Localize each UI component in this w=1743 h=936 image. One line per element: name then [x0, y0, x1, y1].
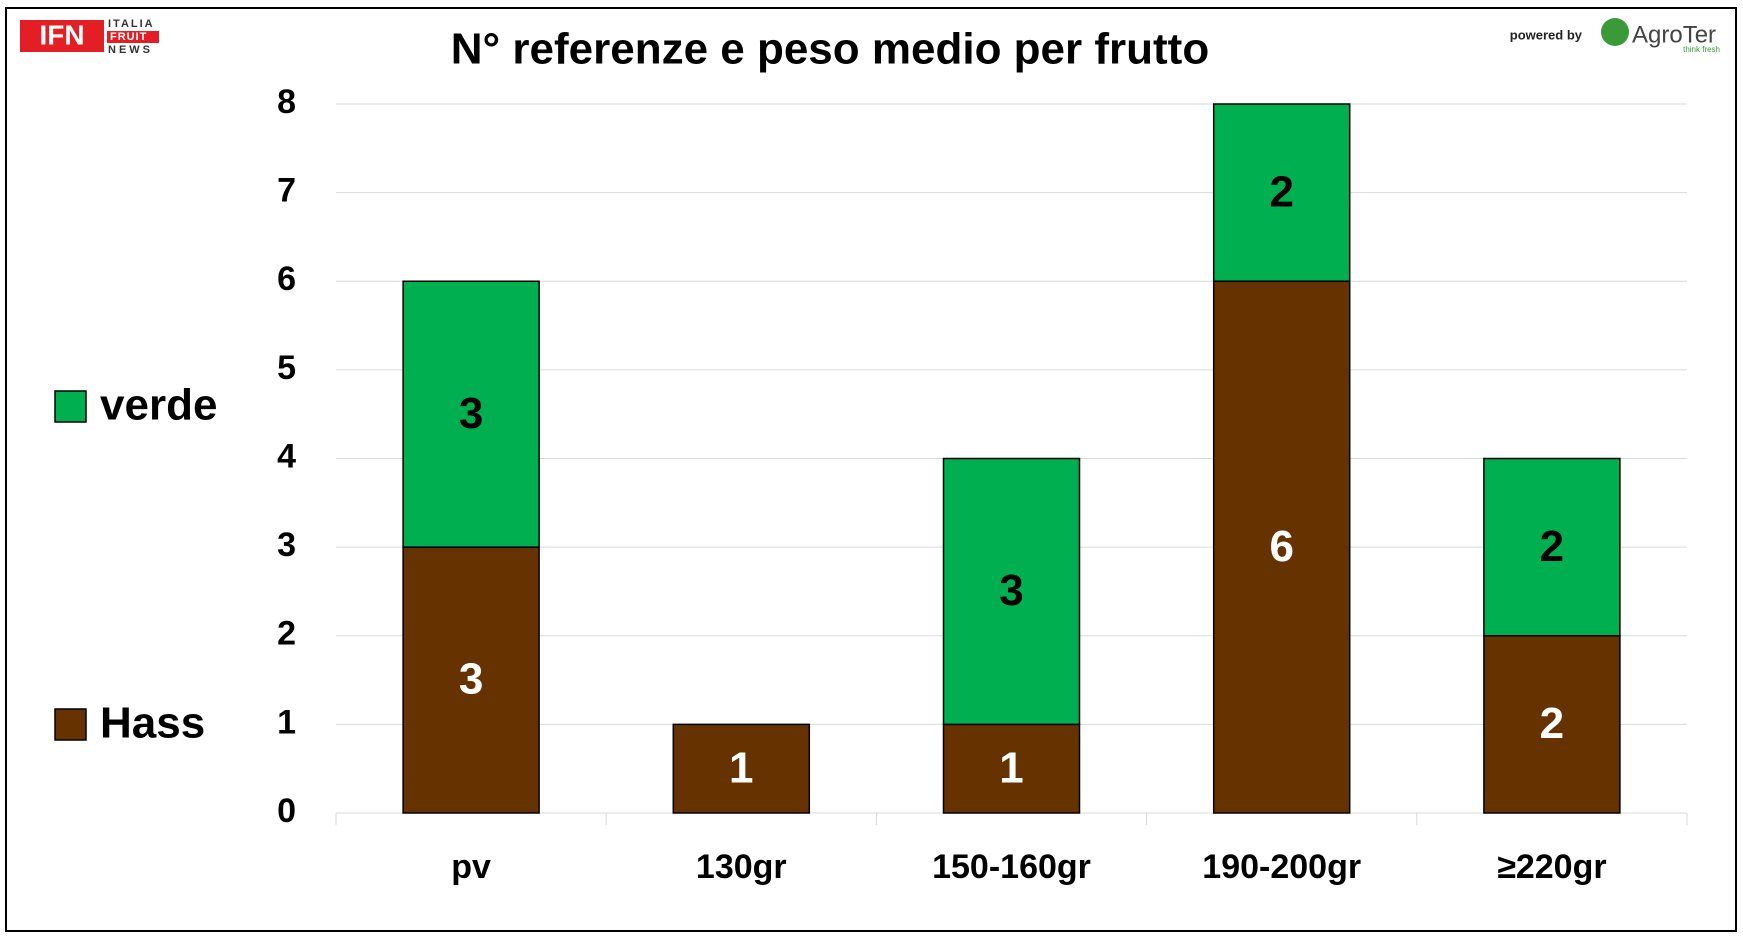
bar-segment — [402, 546, 540, 814]
powered-by: powered by — [1510, 27, 1583, 42]
bar-segment — [1212, 280, 1351, 814]
bar-segment — [402, 280, 540, 548]
y-tick-label: 3 — [277, 526, 296, 564]
y-tick-label: 4 — [277, 437, 296, 475]
logo-box — [107, 31, 159, 43]
x-tick-label: 190-200gr — [1202, 848, 1361, 886]
bar-segment — [1483, 635, 1621, 814]
legend-label: Hass — [100, 699, 205, 748]
chart-title: N° referenze e peso medio per frutto — [451, 25, 1209, 74]
legend-label: verde — [100, 381, 217, 430]
frame — [5, 7, 1737, 932]
logo-text: FRUIT — [110, 31, 147, 43]
data-label: 3 — [999, 566, 1023, 615]
y-tick-label: 8 — [277, 83, 296, 121]
agroter-icon — [1601, 18, 1629, 46]
y-tick-label: 2 — [277, 615, 296, 653]
bar-segment — [1212, 103, 1351, 282]
agroter-tagline: think fresh — [1683, 45, 1720, 54]
bar-segment — [942, 457, 1081, 726]
legend-swatch — [54, 708, 87, 741]
data-label: 2 — [1540, 522, 1564, 571]
x-tick-label: 150-160gr — [932, 848, 1091, 886]
data-label: 1 — [999, 743, 1023, 792]
y-tick-label: 0 — [277, 792, 296, 830]
data-label: 3 — [459, 655, 483, 704]
legend-swatch — [54, 390, 87, 423]
data-label: 6 — [1269, 522, 1293, 571]
data-label: 2 — [1540, 699, 1564, 748]
data-label: 3 — [459, 389, 483, 438]
agroter-logo: AgroTer — [1632, 21, 1716, 48]
data-label: 2 — [1269, 167, 1293, 216]
logo-text: NEWS — [108, 44, 153, 56]
bar-segment — [672, 723, 811, 814]
x-tick-label: 130gr — [696, 848, 787, 886]
data-label: 1 — [729, 743, 753, 792]
y-tick-label: 6 — [277, 260, 296, 298]
y-tick-label: 1 — [277, 703, 296, 741]
ifn-logo: IFN — [39, 19, 84, 50]
y-tick-label: 7 — [277, 172, 296, 210]
x-tick-label: ≥220gr — [1497, 848, 1606, 886]
ifn-logo-box — [20, 20, 104, 52]
bar-segment — [942, 723, 1081, 814]
y-tick-label: 5 — [277, 349, 296, 387]
bar-segment — [1483, 457, 1621, 637]
x-tick-label: pv — [451, 848, 491, 886]
logo-text: ITALIA — [108, 18, 155, 30]
